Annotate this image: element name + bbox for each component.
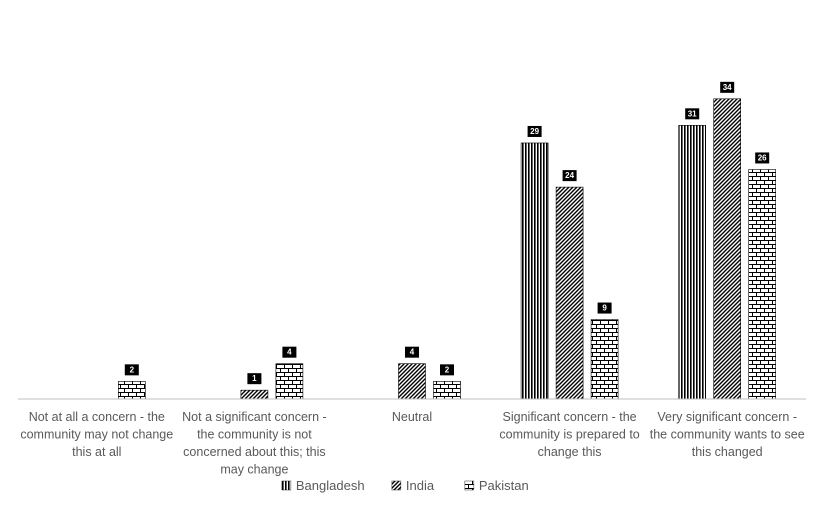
category-label: Not a significant concern -the community… bbox=[182, 410, 327, 477]
data-label-box bbox=[247, 373, 262, 385]
data-label-box bbox=[440, 364, 454, 376]
data-label-value: 1 bbox=[252, 374, 257, 383]
data-label: 34 bbox=[720, 81, 735, 93]
data-label: 24 bbox=[562, 170, 577, 182]
data-label: 1 bbox=[247, 373, 262, 385]
bar-pakistan-3 bbox=[590, 319, 619, 400]
bar-pakistan-1 bbox=[275, 363, 304, 400]
data-label-value: 9 bbox=[602, 304, 607, 313]
category-label: Neutral bbox=[392, 410, 432, 424]
data-label: 2 bbox=[124, 364, 139, 376]
data-label: 9 bbox=[597, 302, 612, 314]
data-label-value: 31 bbox=[688, 109, 697, 118]
bar-pakistan-4 bbox=[748, 169, 777, 400]
bar-india-4 bbox=[713, 98, 742, 400]
data-label: 4 bbox=[405, 346, 419, 358]
data-label-value: 26 bbox=[758, 153, 767, 162]
data-label-value: 4 bbox=[287, 348, 292, 357]
category-label: Significant concern - the community is pr… bbox=[499, 410, 639, 459]
category-label: Not at all a concern - the community may … bbox=[20, 410, 173, 459]
legend-label: India bbox=[406, 478, 435, 493]
data-label-value: 34 bbox=[723, 83, 732, 92]
legend-swatch bbox=[281, 480, 292, 491]
data-label-box bbox=[124, 364, 139, 376]
data-label-value: 24 bbox=[565, 171, 574, 180]
legend-item-bangladesh: Bangladesh bbox=[281, 478, 365, 493]
data-label-box bbox=[405, 346, 419, 358]
legend-label: Bangladesh bbox=[296, 478, 365, 493]
data-label-box bbox=[597, 302, 612, 314]
data-label: 29 bbox=[527, 125, 542, 137]
legend-label: Pakistan bbox=[479, 478, 529, 493]
legend-item-india: India bbox=[391, 478, 435, 493]
legend-swatch bbox=[391, 480, 402, 491]
data-label-box bbox=[562, 170, 577, 182]
bar-pakistan-2 bbox=[433, 381, 461, 400]
data-label: 31 bbox=[685, 108, 700, 120]
data-label-value: 2 bbox=[130, 365, 135, 374]
data-label-value: 29 bbox=[530, 127, 539, 136]
data-label-box bbox=[282, 346, 297, 358]
data-label-box bbox=[527, 125, 542, 137]
data-label-value: 2 bbox=[445, 365, 450, 374]
bar-bangladesh-3 bbox=[520, 142, 549, 400]
bars-layer: 2 1 4 4 2 29 24 9 31 34 26 bbox=[118, 81, 777, 400]
data-label-box bbox=[685, 108, 700, 120]
category-label: Very significant concern -the community … bbox=[650, 410, 805, 459]
data-label: 2 bbox=[440, 364, 454, 376]
legend-item-pakistan: Pakistan bbox=[464, 478, 529, 493]
data-label-box bbox=[720, 81, 735, 93]
data-label: 26 bbox=[755, 152, 770, 164]
bar-india-1 bbox=[240, 389, 269, 400]
category-labels: Not at all a concern - the community may … bbox=[20, 410, 804, 477]
data-label: 4 bbox=[282, 346, 297, 358]
bar-india-2 bbox=[398, 363, 426, 400]
data-label-value: 4 bbox=[410, 348, 415, 357]
bar-bangladesh-4 bbox=[678, 125, 707, 400]
bar-pakistan-0 bbox=[118, 381, 146, 400]
legend: Bangladesh India Pakistan bbox=[281, 478, 529, 493]
legend-swatch bbox=[464, 480, 475, 491]
data-label-box bbox=[755, 152, 770, 164]
bar-india-3 bbox=[555, 186, 584, 400]
